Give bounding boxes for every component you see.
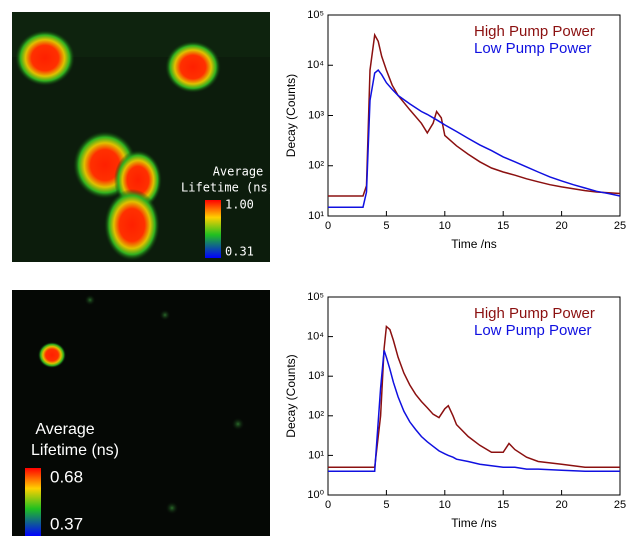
- y-tick-label: 10⁵: [307, 291, 324, 303]
- x-tick-label: 20: [555, 499, 567, 511]
- x-axis-label: Time /ns: [451, 516, 497, 530]
- decay-line: [328, 350, 620, 472]
- plot-frame: [327, 296, 621, 496]
- y-tick-label: 10⁵: [307, 9, 324, 21]
- colorbar-label: 0.68: [50, 467, 83, 486]
- y-tick-label: 10³: [308, 109, 324, 121]
- lifetime-image: Average Lifetime (ns) 1.00 0.31: [12, 12, 275, 262]
- y-tick-label: 10⁴: [307, 331, 324, 343]
- x-tick-label: 15: [497, 220, 509, 232]
- decay-line: [328, 69, 621, 208]
- decay-line: [328, 324, 620, 469]
- decay-line: [328, 32, 621, 197]
- chart: 0 5 10 15 20 25 10⁰ 10¹ 10² 10³ 10⁴ 10⁵ Time /ns Deca…: [284, 291, 626, 530]
- colorbar-label: 0.37: [50, 514, 83, 533]
- x-tick-label: 0: [325, 499, 331, 511]
- colorbar-label: 0.31: [225, 245, 254, 259]
- x-tick-label: 25: [614, 220, 626, 232]
- y-tick-label: 10⁴: [307, 59, 324, 71]
- legend-entry: High Pump Power: [474, 305, 595, 322]
- x-tick-label: 10: [439, 499, 451, 511]
- colorbar-title: Average: [213, 165, 264, 179]
- colorbar-title: Average: [35, 421, 94, 438]
- legend-entry: Low Pump Power: [474, 322, 592, 339]
- legend-entry: High Pump Power: [474, 23, 595, 40]
- legend-entry: Low Pump Power: [474, 40, 592, 57]
- y-tick-label: 10²: [308, 160, 324, 172]
- colorbar-label: 1.00: [225, 198, 254, 212]
- y-tick-label: 10²: [308, 410, 324, 422]
- y-axis-label: Decay (Counts): [284, 354, 298, 437]
- colorbar-title: Lifetime (ns): [181, 181, 275, 195]
- x-tick-label: 10: [439, 220, 451, 232]
- x-tick-label: 5: [383, 499, 389, 511]
- x-tick-label: 5: [383, 220, 389, 232]
- y-tick-label: 10⁰: [307, 489, 324, 501]
- y-tick-label: 10³: [308, 370, 324, 382]
- x-tick-label: 25: [614, 499, 626, 511]
- y-tick-label: 10¹: [308, 210, 324, 222]
- y-tick-label: 10¹: [308, 449, 324, 461]
- x-tick-label: 20: [555, 220, 567, 232]
- x-axis-label: Time /ns: [451, 237, 497, 251]
- y-axis-label: Decay (Counts): [284, 74, 298, 157]
- chart: 0 5 10 15 20 25 10¹ 10² 10³ 10⁴ 10⁵ Time /ns Decay (…: [284, 9, 626, 251]
- colorbar-title: Lifetime (ns): [31, 442, 119, 459]
- lifetime-image: Average Lifetime (ns) 0.68 0.37: [12, 290, 270, 536]
- x-tick-label: 15: [497, 499, 509, 511]
- x-tick-label: 0: [325, 220, 331, 232]
